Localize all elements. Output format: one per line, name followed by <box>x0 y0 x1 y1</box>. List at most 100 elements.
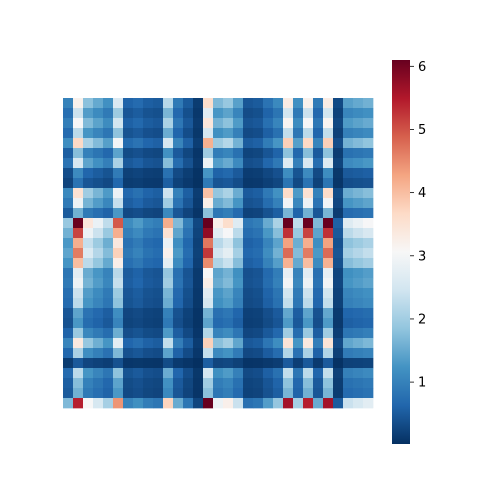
heatmap-cell <box>163 228 174 239</box>
heatmap-cell <box>323 198 334 209</box>
heatmap-cell <box>93 118 104 129</box>
heatmap-cell <box>323 188 334 199</box>
heatmap-cell <box>233 338 244 349</box>
heatmap-cell <box>243 208 254 219</box>
heatmap-cell <box>213 288 224 299</box>
heatmap-cell <box>293 108 304 119</box>
heatmap-cell <box>193 328 204 339</box>
heatmap-cell <box>283 288 294 299</box>
heatmap-cell <box>83 288 94 299</box>
heatmap-cell <box>303 378 314 389</box>
heatmap-cell <box>303 258 314 269</box>
heatmap-cell <box>123 338 134 349</box>
heatmap-cell <box>203 98 214 109</box>
heatmap-cell <box>303 248 314 259</box>
heatmap-cell <box>63 168 74 179</box>
heatmap-cell <box>353 178 364 189</box>
heatmap-cell <box>363 158 374 169</box>
heatmap-cell <box>253 278 264 289</box>
heatmap-cell <box>103 188 114 199</box>
heatmap-cell <box>273 388 284 399</box>
heatmap-cell <box>293 388 304 399</box>
heatmap-cell <box>183 368 194 379</box>
colorbar-tick-label: 4 <box>418 186 426 201</box>
heatmap-cell <box>63 338 74 349</box>
heatmap-cell <box>353 328 364 339</box>
heatmap-cell <box>353 388 364 399</box>
heatmap-cell <box>233 258 244 269</box>
heatmap-cell <box>293 398 304 409</box>
heatmap-cell <box>143 378 154 389</box>
heatmap-cell <box>103 118 114 129</box>
heatmap-cell <box>323 288 334 299</box>
heatmap-cell <box>333 258 344 269</box>
heatmap-cell <box>153 358 164 369</box>
heatmap-cell <box>333 108 344 119</box>
heatmap-cell <box>153 238 164 249</box>
heatmap-cell <box>263 198 274 209</box>
heatmap-cell <box>293 118 304 129</box>
heatmap-cell <box>283 388 294 399</box>
heatmap-cell <box>323 248 334 259</box>
heatmap-cell <box>163 138 174 149</box>
heatmap-cell <box>323 178 334 189</box>
heatmap-cell <box>103 298 114 309</box>
heatmap-cell <box>143 238 154 249</box>
heatmap-cell <box>213 398 224 409</box>
heatmap-cell <box>103 158 114 169</box>
heatmap-cell <box>343 348 354 359</box>
heatmap-cell <box>163 348 174 359</box>
heatmap-cell <box>233 388 244 399</box>
heatmap-cell <box>133 148 144 159</box>
heatmap-cell <box>153 198 164 209</box>
heatmap-cell <box>193 248 204 259</box>
heatmap-cell <box>303 328 314 339</box>
heatmap-cell <box>193 128 204 139</box>
heatmap-cell <box>283 268 294 279</box>
heatmap-cell <box>73 118 84 129</box>
heatmap-cell <box>343 138 354 149</box>
heatmap-cell <box>153 368 164 379</box>
heatmap-cell <box>303 338 314 349</box>
heatmap-cell <box>83 158 94 169</box>
heatmap-cell <box>193 378 204 389</box>
heatmap-cell <box>233 218 244 229</box>
heatmap-cell <box>273 168 284 179</box>
heatmap-cell <box>73 358 84 369</box>
heatmap-cell <box>173 288 184 299</box>
heatmap-cell <box>183 178 194 189</box>
heatmap-cell <box>133 238 144 249</box>
heatmap-cell <box>243 138 254 149</box>
heatmap-cell <box>333 378 344 389</box>
heatmap-cell <box>83 228 94 239</box>
heatmap-cell <box>73 268 84 279</box>
heatmap-cell <box>193 268 204 279</box>
heatmap-cell <box>243 98 254 109</box>
heatmap-cell <box>203 348 214 359</box>
heatmap-cell <box>173 148 184 159</box>
heatmap-cell <box>163 398 174 409</box>
heatmap-cell <box>353 268 364 279</box>
heatmap-cell <box>83 98 94 109</box>
heatmap-cell <box>313 188 324 199</box>
heatmap-cell <box>113 388 124 399</box>
heatmap-cell <box>273 198 284 209</box>
heatmap-cell <box>93 398 104 409</box>
heatmap-cell <box>143 348 154 359</box>
heatmap-cell <box>323 228 334 239</box>
heatmap-cell <box>83 398 94 409</box>
heatmap-cell <box>333 268 344 279</box>
heatmap-cell <box>173 238 184 249</box>
heatmap-cell <box>123 178 134 189</box>
heatmap-cell <box>213 308 224 319</box>
heatmap-cell <box>113 158 124 169</box>
heatmap-cell <box>203 328 214 339</box>
heatmap-cell <box>343 388 354 399</box>
heatmap-cell <box>113 108 124 119</box>
heatmap-cell <box>263 388 274 399</box>
heatmap-cell <box>363 358 374 369</box>
heatmap-cell <box>263 118 274 129</box>
heatmap-cell <box>363 188 374 199</box>
heatmap-cell <box>153 338 164 349</box>
heatmap-cell <box>283 198 294 209</box>
